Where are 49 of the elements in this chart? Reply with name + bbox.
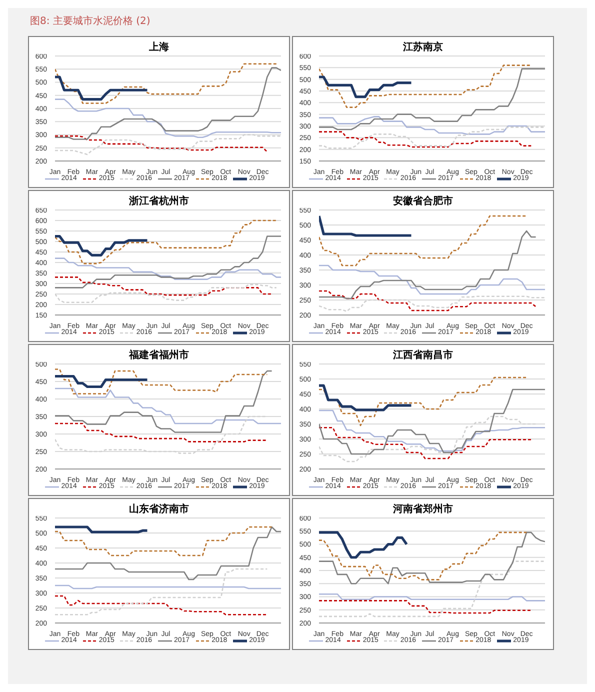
- line-series: [319, 376, 528, 426]
- line-series: [55, 76, 149, 101]
- line-series: [55, 98, 281, 138]
- line-series: [319, 64, 532, 108]
- line-series: [55, 135, 268, 152]
- line-series: [55, 526, 272, 556]
- line-series: [319, 593, 545, 602]
- line-series: [55, 595, 268, 616]
- line-series: [55, 368, 268, 394]
- line-series: [319, 384, 413, 412]
- line-series: [319, 426, 532, 460]
- line-series: [55, 374, 149, 388]
- line-series: [319, 290, 536, 312]
- line-series: [319, 296, 545, 312]
- chart-title: 浙江省杭州市: [128, 194, 190, 208]
- chart-title: 福建省福州市: [128, 348, 190, 362]
- line-series: [319, 215, 528, 266]
- line-series: [319, 230, 536, 300]
- line-series: [55, 388, 281, 424]
- caption: 图8: 主要城市水泥价格 (2): [30, 14, 152, 28]
- line-series: [319, 126, 545, 149]
- line-series: [319, 600, 532, 614]
- chart-title: 江西省南昌市: [392, 348, 454, 362]
- chart-title: 江苏南京: [402, 40, 444, 54]
- line-series: [319, 116, 545, 135]
- line-series: [319, 388, 545, 455]
- chart-title: 河南省郑州市: [392, 502, 454, 516]
- chart-title: 山东省济南市: [128, 502, 190, 516]
- line-series: [319, 68, 545, 130]
- line-series: [319, 131, 532, 148]
- line-series: [55, 284, 278, 304]
- line-series: [55, 276, 272, 296]
- line-series: [319, 410, 545, 452]
- line-series: [55, 67, 281, 140]
- line-series: [319, 560, 545, 618]
- line-series: [319, 264, 545, 295]
- line-series: [55, 258, 281, 280]
- line-series: [55, 63, 278, 104]
- line-series: [319, 76, 413, 98]
- line-series: [55, 220, 278, 264]
- line-series: [55, 134, 281, 156]
- chart-title: 上海: [148, 40, 170, 54]
- chart-title: 安徽省合肥市: [392, 194, 454, 208]
- line-series: [55, 422, 268, 442]
- line-series: [55, 234, 149, 256]
- line-series: [55, 236, 281, 288]
- line-series: [319, 531, 408, 559]
- line-series: [55, 370, 272, 433]
- line-series: [55, 526, 281, 580]
